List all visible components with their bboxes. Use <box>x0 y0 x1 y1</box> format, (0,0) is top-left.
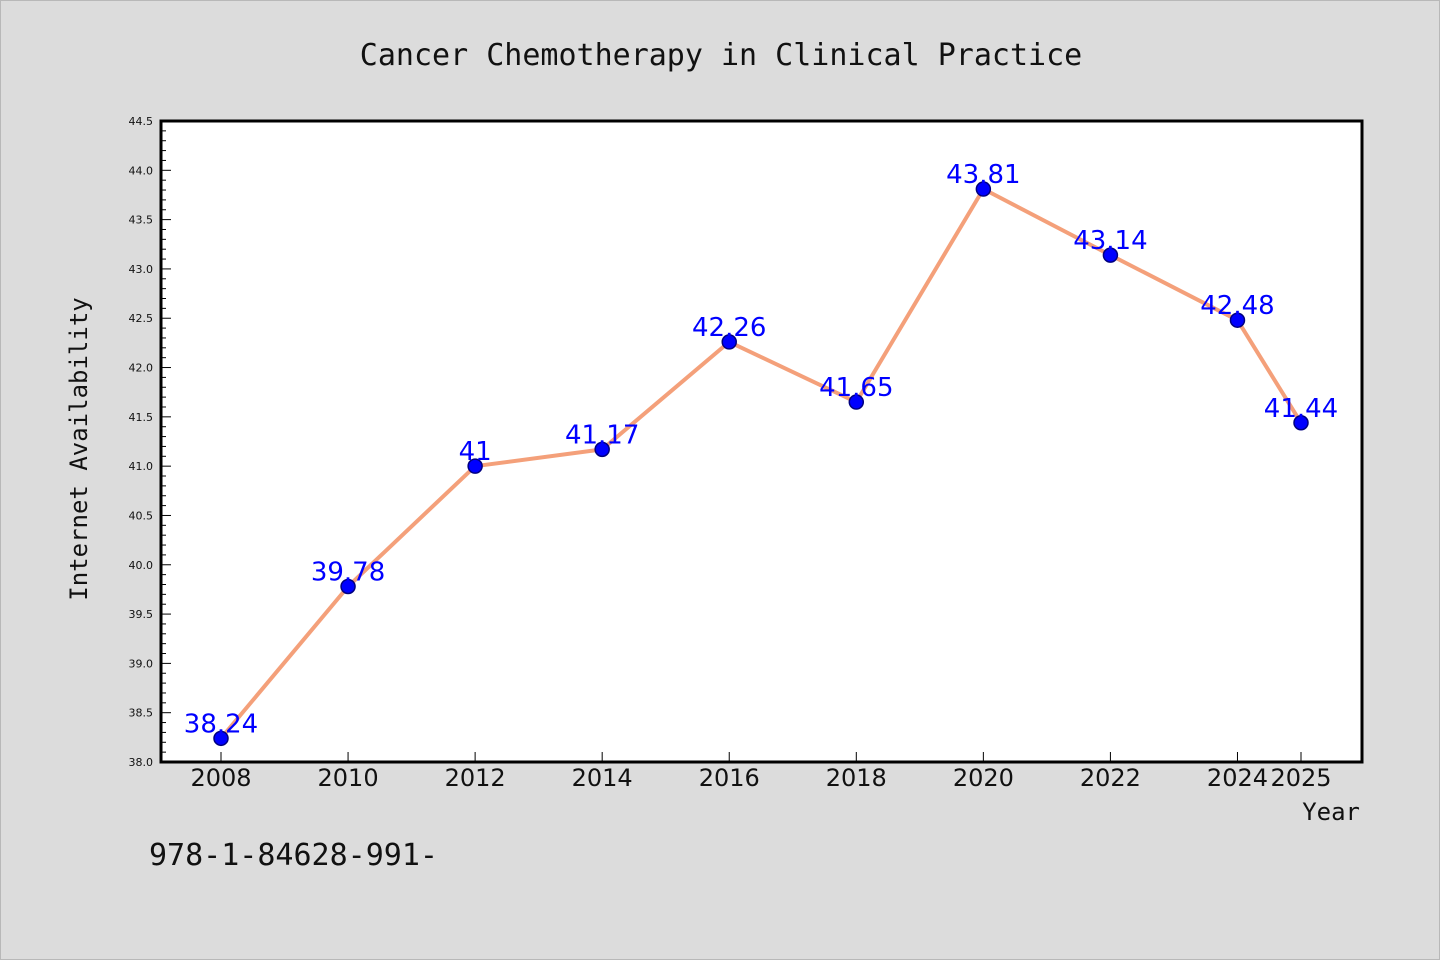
x-tick-label: 2022 <box>1080 764 1141 792</box>
y-tick-label: 41.5 <box>129 411 154 424</box>
data-value-label: 42.48 <box>1200 291 1274 321</box>
x-tick-label: 2018 <box>826 764 887 792</box>
data-labels: 38.24 39.78 41 41.17 42.26 41.65 43.81 43.14 42.… <box>184 160 1338 739</box>
data-value-label: 41.44 <box>1264 394 1338 424</box>
chart-title: Cancer Chemotherapy in Clinical Practice <box>360 38 1082 73</box>
plot-area <box>159 119 1364 764</box>
data-value-label: 39.78 <box>311 557 385 587</box>
y-tick-label: 42.0 <box>129 362 154 375</box>
series-markers <box>213 181 1309 747</box>
x-tick-label: 2020 <box>953 764 1014 792</box>
data-point-marker <box>1229 312 1246 328</box>
y-tick-label: 44.5 <box>129 115 154 128</box>
y-tick-label: 43.0 <box>129 263 154 276</box>
y-axis-label: Internet Availability <box>65 297 93 600</box>
y-tick-label: 44.0 <box>129 164 154 177</box>
y-tick-label: 38.5 <box>129 707 154 720</box>
series-line-group <box>219 187 1303 741</box>
x-tick-label: 2008 <box>190 764 251 792</box>
y-tick-label: 41.0 <box>129 460 154 473</box>
y-tick-label: 43.5 <box>129 214 154 227</box>
data-point-marker <box>594 441 610 458</box>
data-value-label: 38.24 <box>184 709 258 739</box>
data-point-marker <box>975 181 992 197</box>
data-value-label: 41 <box>459 437 492 467</box>
data-value-label: 42.26 <box>692 313 766 343</box>
data-point-marker <box>1102 247 1119 263</box>
y-tick-label: 42.5 <box>129 312 154 325</box>
x-axis-label: Year <box>1302 798 1360 826</box>
x-tick-label: 2010 <box>318 764 379 792</box>
data-point-marker <box>1293 415 1309 431</box>
data-point-marker <box>848 394 865 410</box>
data-point-marker <box>721 334 737 350</box>
footer-isbn-text: 978-1-84628-991- <box>149 838 438 873</box>
x-tick-label: 2014 <box>572 764 633 792</box>
y-axis-ticks: 38.0 38.5 39.0 39.5 40.0 40.5 41.0 41.5 42.0 42.5… <box>129 115 171 769</box>
x-tick-label: 2025 <box>1270 764 1331 792</box>
y-tick-label: 40.5 <box>129 509 154 522</box>
series-line <box>219 187 1303 741</box>
data-value-label: 41.65 <box>819 373 893 403</box>
data-point-marker <box>467 458 483 474</box>
data-point-marker <box>213 730 229 747</box>
x-tick-label: 2024 <box>1207 764 1268 792</box>
y-tick-label: 39.5 <box>129 608 154 621</box>
x-tick-label: 2012 <box>445 764 506 792</box>
y-tick-label: 38.0 <box>129 756 154 769</box>
data-value-label: 41.17 <box>565 420 639 450</box>
data-value-label: 43.81 <box>946 160 1020 190</box>
y-tick-label: 39.0 <box>129 657 154 670</box>
x-tick-label: 2016 <box>699 764 760 792</box>
data-point-marker <box>340 578 356 595</box>
data-value-label: 43.14 <box>1073 226 1147 256</box>
y-tick-label: 40.0 <box>129 559 154 572</box>
x-axis-ticks: 2008 2010 2012 2014 2016 2018 2020 2022 2024 2025 <box>190 752 1332 792</box>
